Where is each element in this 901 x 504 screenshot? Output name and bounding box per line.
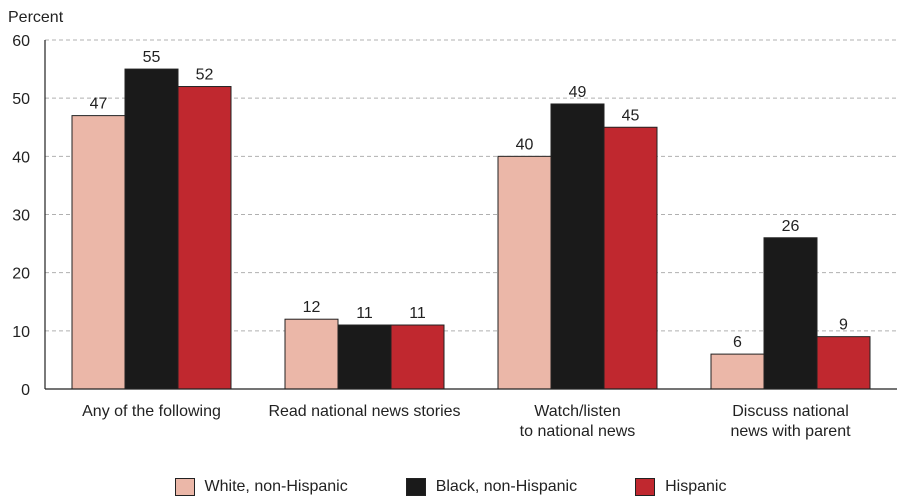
data-label: 45 — [622, 107, 640, 124]
y-tick-label: 20 — [12, 266, 30, 283]
bar — [816, 336, 871, 390]
data-label: 47 — [90, 96, 108, 113]
bar — [284, 318, 339, 390]
x-category-label: Read national news stories — [268, 403, 460, 420]
data-label: 6 — [733, 334, 742, 351]
legend-label: White, non-Hispanic — [204, 478, 348, 495]
bar-chart: Percent 0 10 20 30 40 50 60 47 55 52 12 11 11 40 49 45… — [8, 9, 897, 440]
data-label: 52 — [196, 67, 214, 84]
x-category-label: Watch/listen to national news — [520, 403, 636, 440]
y-tick-label: 0 — [21, 382, 30, 399]
y-axis-label: Percent — [8, 9, 64, 26]
data-label: 55 — [143, 49, 161, 66]
legend-label: Hispanic — [665, 478, 727, 495]
y-tick-label: 60 — [12, 33, 30, 50]
bar — [603, 126, 658, 390]
data-label: 9 — [839, 317, 848, 334]
y-axis-ticks: 0 10 20 30 40 50 60 — [12, 33, 30, 399]
y-tick-label: 50 — [12, 91, 30, 108]
data-label: 49 — [569, 84, 587, 101]
bars — [71, 68, 871, 390]
bar — [763, 237, 818, 390]
data-label: 11 — [356, 305, 373, 322]
bar — [177, 86, 232, 390]
data-labels: 47 55 52 12 11 11 40 49 45 6 26 9 — [90, 49, 848, 351]
y-tick-label: 40 — [12, 149, 30, 166]
legend-swatch — [405, 478, 426, 496]
legend-item: Hispanic — [635, 478, 726, 496]
y-tick-label: 30 — [12, 208, 30, 225]
legend-swatch — [174, 478, 195, 496]
bar — [124, 68, 179, 390]
x-category-label: Any of the following — [82, 403, 221, 420]
bar — [390, 324, 445, 390]
legend-label: Black, non-Hispanic — [435, 478, 578, 495]
legend: White, non-Hispanic Black, non-Hispanic Hi… — [0, 478, 901, 496]
data-label: 40 — [516, 136, 534, 153]
legend-item: Black, non-Hispanic — [405, 478, 578, 496]
bar — [550, 103, 605, 390]
bar — [337, 324, 392, 390]
x-axis-categories: Any of the following Read national news s… — [82, 403, 851, 440]
x-category-label: Discuss national news with parent — [730, 403, 851, 440]
data-label: 26 — [782, 218, 800, 235]
legend-swatch — [635, 478, 656, 496]
data-label: 12 — [303, 299, 321, 316]
bar — [710, 353, 765, 390]
y-tick-label: 10 — [12, 324, 30, 341]
bar — [71, 115, 126, 390]
data-label: 11 — [409, 305, 426, 322]
bar — [497, 155, 552, 390]
legend-item: White, non-Hispanic — [174, 478, 348, 496]
